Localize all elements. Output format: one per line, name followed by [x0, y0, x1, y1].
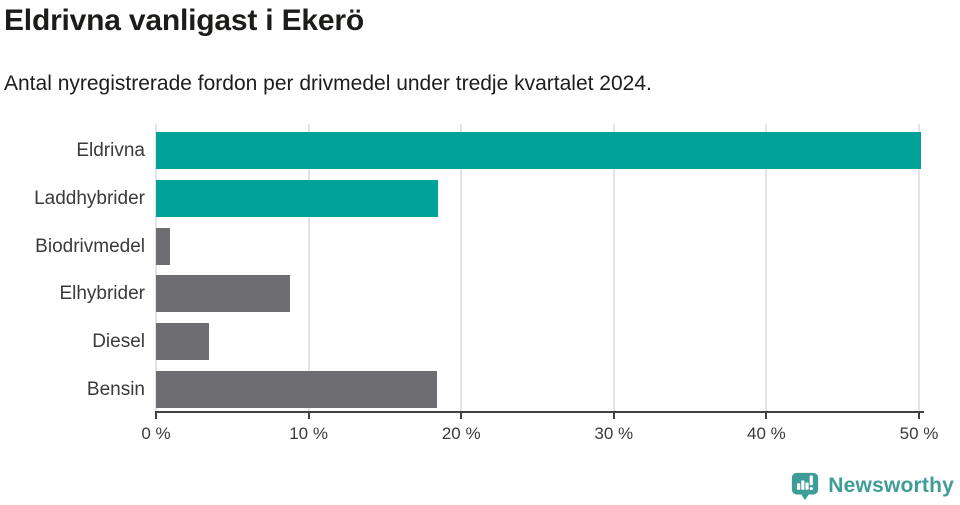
x-axis-tick	[612, 413, 615, 419]
x-axis-line	[155, 411, 924, 413]
bar-bensin	[156, 371, 437, 408]
x-axis-tick	[918, 413, 920, 419]
category-label-elhybrider: Elhybrider	[59, 283, 145, 305]
x-axis-tick-label: 40 %	[747, 424, 786, 443]
x-axis-tick	[460, 413, 463, 419]
gridline	[765, 124, 768, 413]
bar-elhybrider	[156, 275, 291, 313]
x-axis-tick	[155, 413, 157, 419]
gridline	[460, 124, 463, 413]
bar-chart-speech-bubble-icon	[792, 472, 819, 501]
x-axis-tick	[765, 413, 768, 419]
gridline	[918, 124, 920, 413]
bar-chart: Eldrivna Laddhybrider Biodrivmedel Elhybrid…	[34, 124, 938, 443]
x-axis-tick-label: 30 %	[594, 424, 634, 443]
page-title: Eldrivna vanligast i Ekerö	[4, 4, 364, 37]
bar-laddhybrider	[156, 179, 439, 217]
bar-eldrivna	[156, 132, 921, 169]
x-axis-tick-label: 10 %	[289, 424, 328, 443]
bar-diesel	[156, 323, 210, 361]
x-axis-tick	[307, 413, 310, 419]
gridline	[307, 124, 310, 413]
category-label-bensin: Bensin	[86, 379, 145, 400]
chart-subtitle: Antal nyregistrerade fordon per drivmede…	[4, 72, 652, 95]
newsworthy-logo-text: Newsworthy	[828, 474, 954, 497]
category-label-diesel: Diesel	[92, 331, 145, 353]
newsworthy-logo[interactable]: Newsworthy	[790, 471, 954, 501]
category-label-laddhybrider: Laddhybrider	[34, 187, 145, 209]
gridline	[612, 124, 615, 413]
bar-biodrivmedel	[156, 227, 170, 265]
x-axis-tick-label: 0 %	[141, 424, 171, 443]
gridline	[155, 124, 157, 413]
x-axis-tick-label: 50 %	[899, 424, 939, 443]
x-axis-tick-label: 20 %	[441, 424, 481, 443]
category-label-biodrivmedel: Biodrivmedel	[35, 235, 145, 257]
plot-area: 0 % 10 % 20 % 30 % 40 % 50 %	[141, 124, 938, 443]
category-label-eldrivna: Eldrivna	[76, 140, 145, 161]
